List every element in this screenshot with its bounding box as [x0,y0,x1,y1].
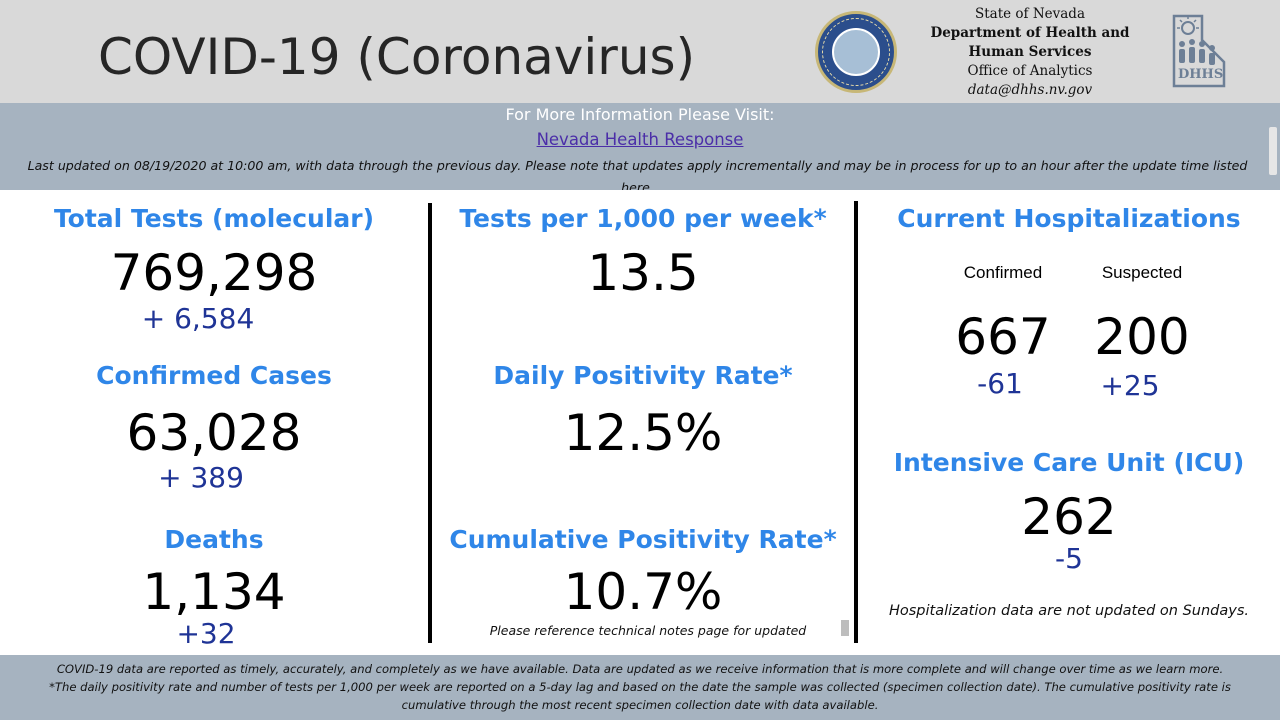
footer-line-3: cumulative through the most recent speci… [401,698,879,712]
total-tests-value: 769,298 [110,244,318,302]
deaths-label: Deaths [164,525,264,554]
dept-state: State of Nevada [974,6,1085,22]
tests-per-1000-value: 13.5 [587,244,699,302]
notes-scrollbar[interactable] [841,620,849,636]
hosp-confirmed-value: 667 [955,308,1051,366]
info-band: For More Information Please Visit: Nevad… [0,103,1280,190]
hospitalization-note: Hospitalization data are not updated on … [888,603,1250,619]
confirmed-cases-value: 63,028 [126,404,302,462]
dept-name-line1: Department of Health and [930,25,1130,41]
svg-text:DHHS: DHHS [1178,67,1223,82]
icu-label: Intensive Care Unit (ICU) [893,448,1245,477]
column-divider-left [428,203,432,643]
nevada-state-seal-icon [815,11,897,93]
technical-notes-text: Please reference technical notes page fo… [489,623,807,638]
deaths-delta: +32 [176,617,236,650]
footer-line-2: *The daily positivity rate and number of… [49,680,1231,694]
total-tests-delta: + 6,584 [141,302,255,335]
suspected-sublabel: Suspected [1101,263,1183,282]
footer-line-1: COVID-19 data are reported as timely, ac… [56,662,1224,676]
confirmed-sublabel: Confirmed [963,263,1043,282]
seal-ring [822,18,890,86]
dept-email: data@dhhs.nv.gov [967,82,1093,98]
dhhs-logo-icon: DHHS [1172,14,1226,88]
last-updated-text: Last updated on 08/19/2020 at 10:00 am, … [27,158,1248,190]
column-divider-right [854,201,858,643]
department-block: State of Nevada Department of Health and… [925,5,1135,100]
icu-value: 262 [1021,488,1117,546]
deaths-value: 1,134 [142,563,286,621]
dept-office: Office of Analytics [967,63,1093,79]
hosp-confirmed-delta: -61 [977,367,1023,400]
confirmed-cases-delta: + 389 [158,461,244,494]
total-tests-label: Total Tests (molecular) [53,204,375,233]
dept-name-line2: Human Services [968,44,1092,60]
hosp-suspected-value: 200 [1094,308,1190,366]
info-scrollbar[interactable] [1269,127,1277,175]
current-hospitalizations-label: Current Hospitalizations [897,204,1241,233]
daily-positivity-value: 12.5% [563,404,723,462]
cumulative-positivity-value: 10.7% [563,563,723,621]
nevada-health-response-link[interactable]: Nevada Health Response [536,130,744,149]
footer-disclaimer: COVID-19 data are reported as timely, ac… [0,655,1280,720]
daily-positivity-label: Daily Positivity Rate* [493,361,793,390]
cumulative-positivity-label: Cumulative Positivity Rate* [449,525,837,554]
confirmed-cases-label: Confirmed Cases [96,361,332,390]
seal-center [832,28,880,76]
header-bar: COVID-19 (Coronavirus) State of Nevada D… [0,0,1280,103]
icu-delta: -5 [1055,542,1083,575]
page-title: COVID-19 (Coronavirus) [98,28,696,86]
tests-per-1000-label: Tests per 1,000 per week* [459,204,827,233]
hosp-suspected-delta: +25 [1100,369,1160,402]
info-heading: For More Information Please Visit: [505,105,775,124]
